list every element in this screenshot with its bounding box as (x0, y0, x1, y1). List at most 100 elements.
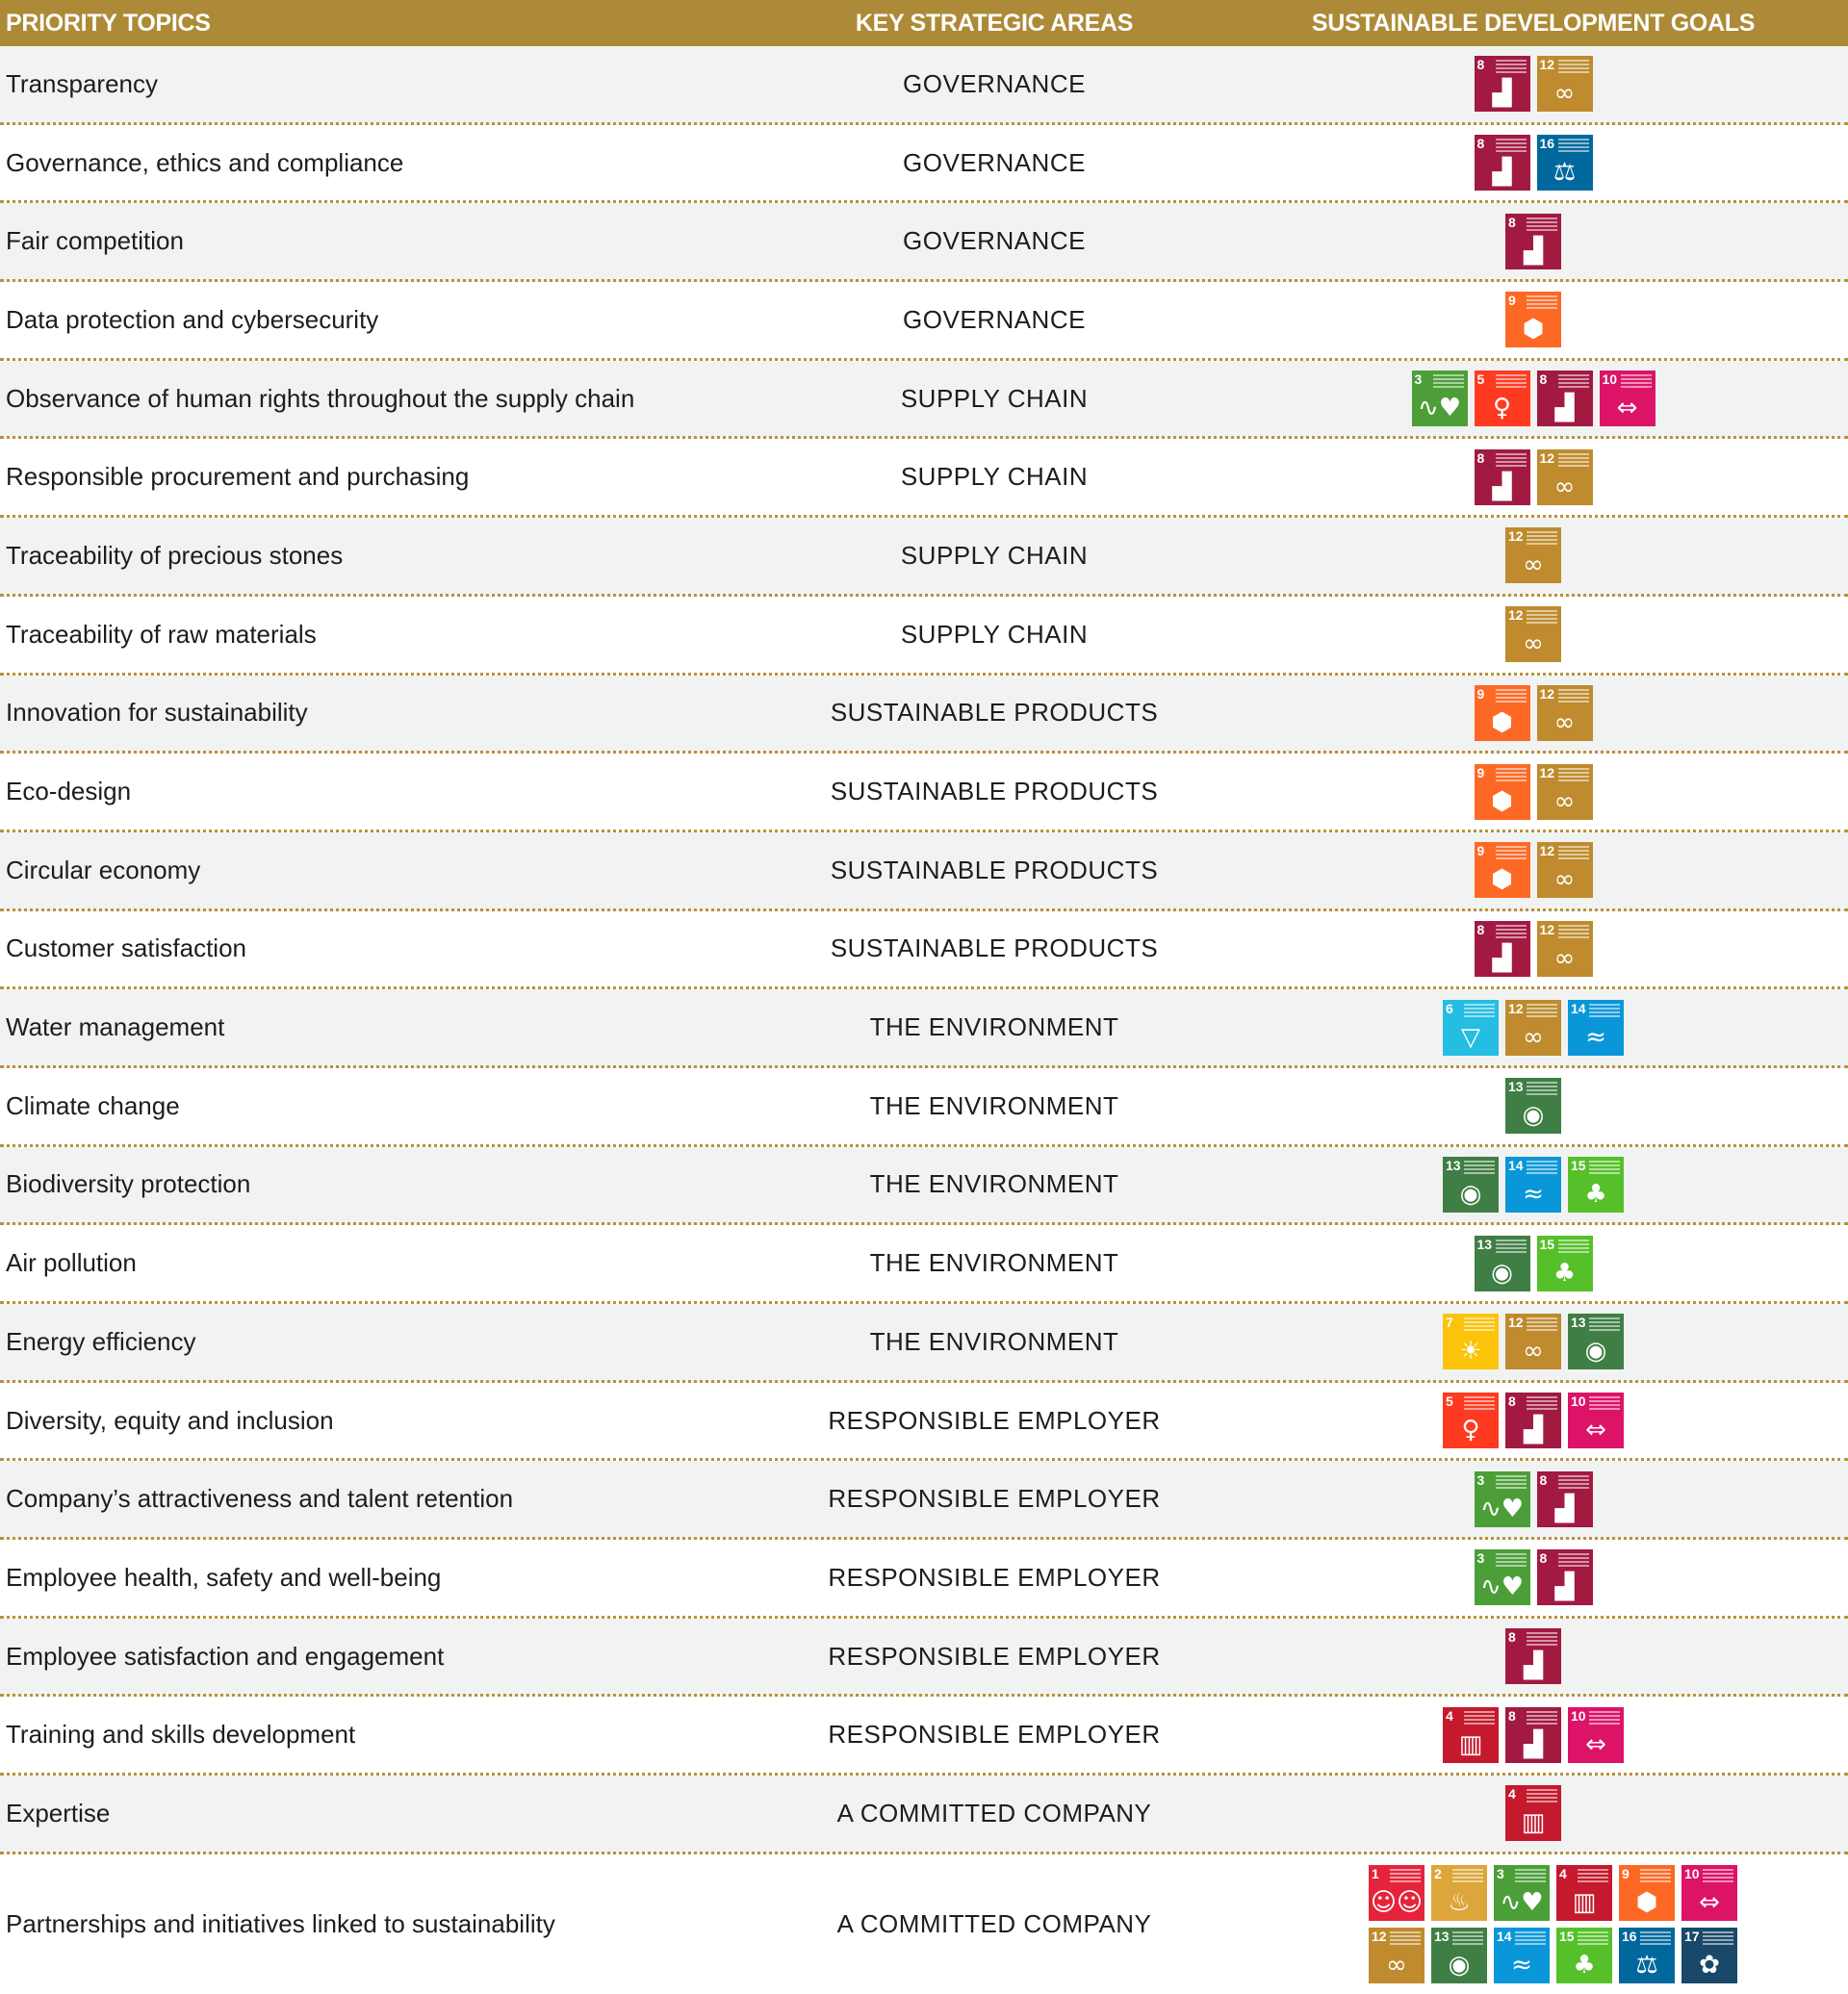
sdg-title-lettering (1390, 1868, 1421, 1882)
growth-chart-icon: ▟ (1492, 472, 1512, 501)
sdg-icons: 13 ◉ 14 ≈15 ♣ (1219, 1156, 1848, 1213)
sdg-number: 12 (1372, 1928, 1387, 1944)
table-row: Traceability of raw materials SUPPLY CHAI… (0, 597, 1848, 676)
growth-chart-icon: ▟ (1524, 1651, 1543, 1681)
sdg-icons: 3 ∿♥ 8 ▟ (1219, 1470, 1848, 1527)
cubes-icon: ⬢ (1522, 315, 1545, 345)
sdg-number: 12 (1539, 57, 1555, 73)
growth-chart-icon: ▟ (1492, 79, 1512, 109)
sdg-13-eye-globe-icon: 13 ◉ (1474, 1235, 1530, 1291)
sdg-number: 3 (1414, 371, 1423, 388)
priority-topic: Traceability of raw materials (6, 619, 317, 649)
sdg-number: 8 (1508, 1393, 1516, 1410)
priority-topic: Climate change (6, 1090, 180, 1120)
sdg-8-growth-chart-icon: 8 ▟ (1536, 371, 1593, 427)
table-body: Transparency GOVERNANCE 8 ▟ 12 ∞ Governance, e… (0, 46, 1848, 1994)
sdg-8-growth-chart-icon: 8 ▟ (1505, 1706, 1561, 1763)
sdg-15-tree-icon: 15 ♣ (1556, 1927, 1612, 1983)
sdg-title-lettering (1557, 374, 1589, 389)
sdg-number: 5 (1476, 371, 1485, 388)
strategic-area: GOVERNANCE (903, 68, 1086, 98)
sdg-title-lettering (1578, 1930, 1608, 1945)
cubes-icon: ⬢ (1491, 707, 1513, 737)
sdg-number: 8 (1539, 1550, 1548, 1567)
dove-icon: ⚖ (1553, 158, 1577, 188)
table-row: Expertise A COMMITTED COMPANY 4 ▥ (0, 1776, 1848, 1854)
sdg-icons: 3 ∿♥ 8 ▟ (1219, 1549, 1848, 1606)
sdg-title-lettering (1527, 1317, 1557, 1332)
sdg-number: 14 (1497, 1928, 1512, 1944)
book-icon: ▥ (1572, 1887, 1597, 1917)
sdg-icons: 13 ◉ (1219, 1078, 1848, 1135)
sdg-title-lettering (1515, 1868, 1546, 1882)
growth-chart-icon: ▟ (1492, 158, 1512, 188)
sdg-title-lettering (1527, 1710, 1557, 1725)
sdg-9-cubes-icon: 9 ⬢ (1474, 763, 1530, 820)
sdg-15-tree-icon: 15 ♣ (1536, 1235, 1593, 1291)
sdg-14-fish-icon: 14 ≈ (1494, 1927, 1550, 1983)
sdg-number: 12 (1539, 685, 1555, 702)
sdg-number: 15 (1539, 1236, 1555, 1252)
infinity-icon: ∞ (1523, 550, 1544, 580)
priority-topic: Expertise (6, 1798, 111, 1828)
sdg-number: 9 (1622, 1865, 1630, 1881)
strategic-area: RESPONSIBLE EMPLOYER (828, 1562, 1161, 1592)
sdg-12-infinity-icon: 12 ∞ (1536, 448, 1593, 505)
sdg-12-infinity-icon: 12 ∞ (1369, 1927, 1424, 1983)
sdg-title-lettering (1557, 60, 1589, 74)
table-row: Employee satisfaction and engagement RESP… (0, 1618, 1848, 1698)
infinity-icon: ∞ (1523, 1337, 1544, 1367)
sdg-icons: 3 ∿♥ 5 ♀ 8 ▟ 10 ⇔ (1219, 371, 1848, 427)
table-row: Governance, ethics and compliance GOVERNA… (0, 125, 1848, 204)
sdg-title-lettering (1703, 1868, 1733, 1882)
sdg-number: 12 (1508, 528, 1524, 545)
sdg-number: 12 (1539, 449, 1555, 466)
sdg-number: 9 (1476, 685, 1485, 702)
strategic-area: THE ENVIRONMENT (869, 1326, 1119, 1356)
tree-icon: ♣ (1573, 1950, 1596, 1980)
priority-topic: Energy efficiency (6, 1326, 196, 1356)
cubes-icon: ⬢ (1635, 1887, 1658, 1917)
sdg-3-heartbeat-icon: 3 ∿♥ (1474, 1549, 1530, 1606)
sdg-title-lettering (1464, 1710, 1495, 1725)
sdg-title-lettering (1527, 1396, 1557, 1411)
sdg-16-dove-icon: 16 ⚖ (1619, 1927, 1675, 1983)
sdg-title-lettering (1640, 1930, 1671, 1945)
infinity-icon: ∞ (1386, 1950, 1407, 1980)
sdg-icons: 5 ♀ 8 ▟ 10 ⇔ (1219, 1393, 1848, 1449)
sdg-12-infinity-icon: 12 ∞ (1536, 56, 1593, 113)
sdg-number: 8 (1539, 1471, 1548, 1488)
sdg-14-fish-icon: 14 ≈ (1568, 999, 1624, 1056)
priority-topic: Employee health, safety and well-being (6, 1562, 442, 1592)
sdg-16-dove-icon: 16 ⚖ (1536, 135, 1593, 192)
sdg-title-lettering (1589, 1317, 1620, 1332)
sdg-4-book-icon: 4 ▥ (1505, 1785, 1561, 1842)
sdg-number: 15 (1559, 1928, 1575, 1944)
sdg-title-lettering (1495, 139, 1527, 153)
table-row: Climate change THE ENVIRONMENT 13 ◉ (0, 1068, 1848, 1147)
priority-topic: Water management (6, 1012, 225, 1042)
sdg-icons: 9 ⬢ 12 ∞ (1219, 842, 1848, 899)
eye-globe-icon: ◉ (1522, 1101, 1545, 1131)
sdg-icons: 8 ▟ (1219, 1628, 1848, 1685)
sdg-number: 8 (1476, 449, 1485, 466)
table-row: Customer satisfaction SUSTAINABLE PRODUCT… (0, 911, 1848, 990)
priority-topic: Observance of human rights throughout th… (6, 383, 635, 413)
strategic-area: THE ENVIRONMENT (869, 1012, 1119, 1042)
priority-topic: Diversity, equity and inclusion (6, 1405, 334, 1435)
strategic-area: RESPONSIBLE EMPLOYER (828, 1484, 1161, 1514)
table-row: Energy efficiency THE ENVIRONMENT 7 ☀ 12 ∞ 13 ◉ (0, 1304, 1848, 1383)
sdg-number: 4 (1559, 1865, 1567, 1881)
fish-icon: ≈ (1523, 1179, 1544, 1209)
sdg-number: 13 (1434, 1928, 1450, 1944)
table-row: Biodiversity protection THE ENVIRONMENT 13… (0, 1146, 1848, 1226)
sdg-number: 14 (1508, 1157, 1524, 1173)
infinity-icon: ∞ (1553, 865, 1576, 895)
sdg-14-fish-icon: 14 ≈ (1505, 1156, 1561, 1213)
sdg-number: 16 (1622, 1928, 1637, 1944)
sdg-title-lettering (1432, 374, 1464, 389)
sdg-title-lettering (1589, 1160, 1620, 1174)
sdg-title-lettering (1390, 1930, 1421, 1945)
sdg-9-cubes-icon: 9 ⬢ (1474, 684, 1530, 741)
arrows-icon: ⇔ (1699, 1887, 1720, 1917)
